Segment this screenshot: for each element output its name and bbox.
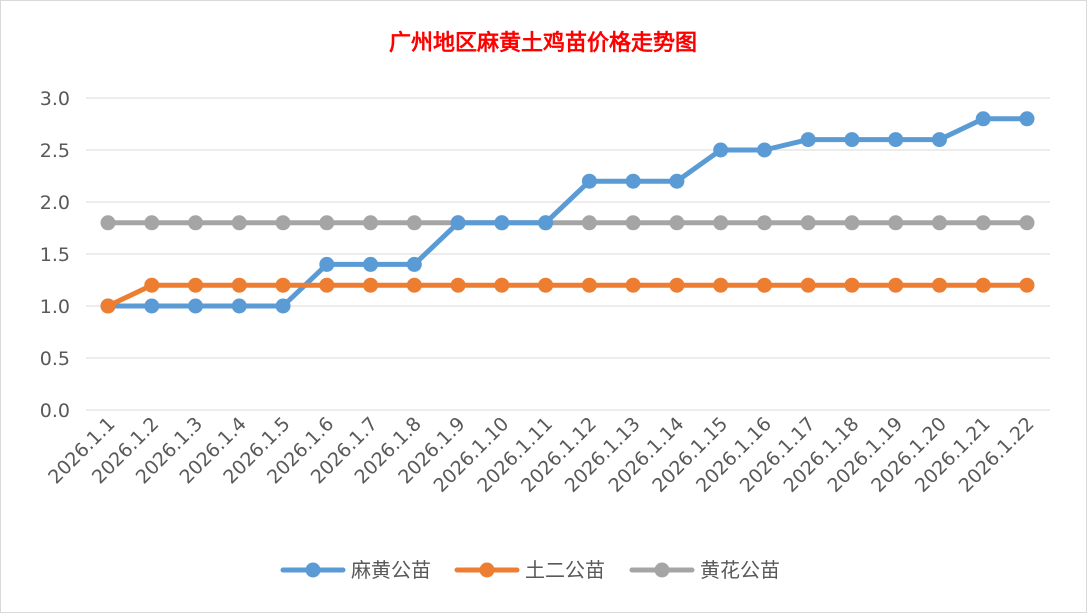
y-tick-label: 0.0 — [40, 400, 70, 422]
legend-item: 土二公苗 — [454, 558, 605, 582]
y-tick-label: 3.0 — [40, 88, 70, 110]
legend-swatch-marker — [479, 562, 495, 578]
y-axis: 0.0 0.5 1.0 1.5 2.0 2.5 3.0 — [40, 88, 70, 422]
data-point — [975, 277, 991, 293]
chart-title: 广州地区麻黄土鸡苗价格走势图 — [389, 30, 697, 56]
data-point — [931, 215, 947, 231]
data-point — [100, 215, 116, 231]
data-point — [625, 215, 641, 231]
data-point — [713, 142, 729, 158]
data-point — [713, 215, 729, 231]
series-1 — [100, 111, 1035, 314]
data-point — [144, 298, 160, 314]
data-point — [1019, 277, 1035, 293]
data-point — [1019, 215, 1035, 231]
data-point — [931, 132, 947, 148]
data-point — [888, 277, 904, 293]
data-point — [406, 277, 422, 293]
legend-label: 土二公苗 — [525, 558, 605, 582]
data-point — [188, 277, 204, 293]
legend: 麻黄公苗 土二公苗 黄花公苗 — [280, 558, 780, 582]
data-point — [450, 215, 466, 231]
data-point — [713, 277, 729, 293]
data-point — [756, 142, 772, 158]
data-point — [800, 215, 816, 231]
data-point — [275, 277, 291, 293]
data-point — [538, 215, 554, 231]
legend-swatch-marker — [305, 562, 321, 578]
y-tick-label: 2.5 — [40, 140, 70, 162]
legend-label: 黄花公苗 — [700, 558, 780, 582]
series-line — [105, 282, 1030, 309]
data-point — [975, 215, 991, 231]
data-point — [844, 215, 860, 231]
series-lines — [100, 111, 1035, 314]
data-point — [800, 277, 816, 293]
data-point — [669, 215, 685, 231]
data-point — [581, 215, 597, 231]
y-tick-label: 2.0 — [40, 192, 70, 214]
data-point — [756, 215, 772, 231]
data-point — [188, 298, 204, 314]
data-point — [669, 277, 685, 293]
series-3 — [100, 215, 1035, 231]
data-point — [363, 256, 379, 272]
data-point — [888, 215, 904, 231]
legend-item: 麻黄公苗 — [280, 558, 431, 582]
data-point — [231, 215, 247, 231]
data-point — [231, 277, 247, 293]
data-point — [581, 173, 597, 189]
data-point — [275, 298, 291, 314]
data-point — [844, 132, 860, 148]
data-point — [494, 215, 510, 231]
data-point — [625, 277, 641, 293]
data-point — [406, 215, 422, 231]
data-point — [494, 277, 510, 293]
data-point — [144, 277, 160, 293]
data-point — [581, 277, 597, 293]
legend-item: 黄花公苗 — [629, 558, 780, 582]
data-point — [144, 215, 160, 231]
data-point — [1019, 111, 1035, 127]
data-point — [888, 132, 904, 148]
data-point — [231, 298, 247, 314]
y-tick-label: 1.5 — [40, 244, 70, 266]
data-point — [363, 277, 379, 293]
legend-label: 麻黄公苗 — [351, 558, 431, 582]
data-point — [975, 111, 991, 127]
data-point — [844, 277, 860, 293]
data-point — [319, 277, 335, 293]
data-point — [538, 277, 554, 293]
series-line — [105, 116, 1030, 309]
data-point — [275, 215, 291, 231]
data-point — [800, 132, 816, 148]
data-point — [188, 215, 204, 231]
data-point — [319, 215, 335, 231]
y-tick-label: 0.5 — [40, 348, 70, 370]
series-2 — [100, 277, 1035, 314]
y-tick-label: 1.0 — [40, 296, 70, 318]
data-point — [669, 173, 685, 189]
legend-swatch-marker — [654, 562, 670, 578]
data-point — [625, 173, 641, 189]
data-point — [931, 277, 947, 293]
data-point — [100, 298, 116, 314]
data-point — [756, 277, 772, 293]
data-point — [406, 256, 422, 272]
data-point — [363, 215, 379, 231]
data-point — [450, 277, 466, 293]
data-point — [319, 256, 335, 272]
